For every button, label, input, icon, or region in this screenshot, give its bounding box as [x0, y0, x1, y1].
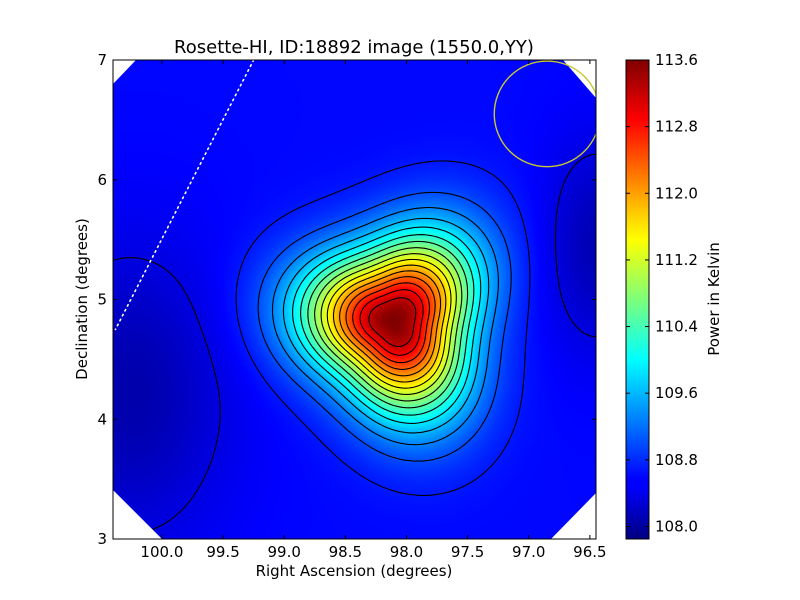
contour-line — [339, 270, 442, 377]
colorbar-label: Power in Kelvin — [705, 242, 723, 356]
colorbar-tick-label: 112.0 — [655, 184, 698, 202]
contour-line — [320, 253, 457, 395]
colorbar-tick-label: 111.2 — [655, 251, 698, 269]
chart-title: Rosette-HI, ID:18892 image (1550.0,YY) — [174, 37, 534, 58]
corner-mask-bottom-right — [551, 493, 596, 539]
x-tick-label: 98.0 — [390, 543, 423, 561]
contour-line — [300, 234, 475, 416]
contour-line — [271, 206, 499, 446]
contour-line — [368, 297, 417, 347]
x-tick-label: 97.5 — [451, 543, 484, 561]
y-axis-label: Declination (degrees) — [73, 218, 91, 380]
x-tick-label: 99.5 — [206, 543, 239, 561]
plot-area: 100.0 99.5 99.0 98.5 98.0 97.5 97.0 96.5 3 4 5 6 7 — [97, 51, 606, 561]
y-tick-label: 7 — [97, 51, 107, 69]
x-tick-label: 98.5 — [329, 543, 362, 561]
colorbar-tick-label: 112.8 — [655, 118, 698, 136]
y-tick-label: 6 — [97, 171, 107, 189]
colorbar-tick-label: 108.8 — [655, 451, 698, 469]
contour-line — [345, 276, 436, 370]
y-axis-ticks: 3 4 5 6 7 — [97, 51, 596, 548]
x-axis-label: Right Ascension (degrees) — [256, 562, 453, 580]
corner-mask-top-right — [563, 60, 596, 98]
contour-line — [332, 264, 447, 383]
x-axis-ticks: 100.0 99.5 99.0 98.5 98.0 97.5 97.0 96.5 — [140, 60, 607, 561]
y-tick-label: 5 — [97, 291, 107, 309]
corner-mask-top-left — [113, 60, 136, 84]
contour-line — [235, 160, 531, 496]
colorbar-tick-label: 110.4 — [655, 318, 698, 336]
colorbar-tick-label: 109.6 — [655, 384, 698, 402]
contour-line — [257, 191, 512, 462]
corner-mask-bottom-left — [113, 490, 162, 539]
x-tick-label: 99.0 — [267, 543, 300, 561]
colorbar-tick-label: 113.6 — [655, 51, 698, 69]
contour-lines — [113, 153, 596, 534]
colorbar-gradient — [625, 59, 650, 540]
dotted-line — [114, 60, 255, 331]
y-tick-label: 3 — [97, 530, 107, 548]
contour-line — [292, 226, 482, 424]
colorbar-tick-label: 108.0 — [655, 518, 698, 536]
contour-line — [352, 282, 430, 364]
x-tick-label: 96.5 — [573, 543, 606, 561]
contour-line — [113, 153, 596, 534]
contour-line — [359, 289, 424, 356]
heatmap-image — [113, 60, 596, 539]
beam-circle — [493, 60, 596, 168]
contour-line — [282, 217, 490, 434]
y-tick-label: 4 — [97, 410, 107, 428]
colorbar-ticks: 108.0 108.8 109.6 110.4 111.2 112.0 112.8 113.6 — [626, 51, 698, 536]
contour-line — [307, 240, 469, 409]
contour-line — [326, 258, 452, 389]
x-tick-label: 97.0 — [512, 543, 545, 561]
x-tick-label: 100.0 — [140, 543, 183, 561]
contour-line — [314, 247, 463, 402]
colorbar: 108.0 108.8 109.6 110.4 111.2 112.0 112.8 113.6… — [625, 51, 723, 540]
